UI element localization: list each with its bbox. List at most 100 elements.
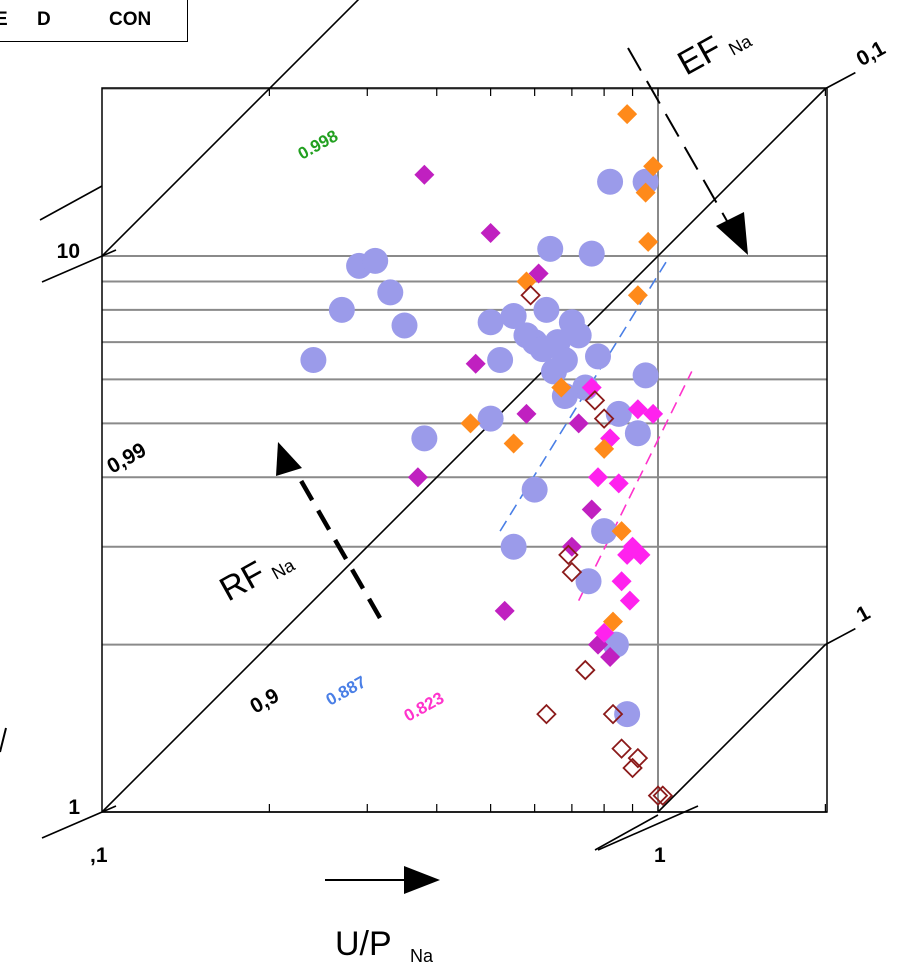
x-axis-title: U/P (335, 925, 392, 963)
rf-annotation: RF (213, 554, 271, 609)
circle-point (521, 476, 548, 503)
y-tick-label: 10 (57, 240, 80, 263)
circle-point (300, 347, 327, 374)
diamond-point (638, 231, 659, 252)
iso-line-label: 0,9 (246, 684, 283, 718)
circle-point (585, 343, 612, 370)
iso-line-stub (824, 71, 856, 90)
ef-arrow-shaft (627, 47, 736, 236)
diamond-point (407, 467, 428, 488)
annotation-arrows (0, 47, 748, 894)
gridlines (102, 87, 827, 813)
diamond-point (551, 377, 572, 398)
diamond-point (494, 600, 515, 621)
iso-line-stub (594, 814, 659, 851)
iso-line (101, 88, 826, 813)
ef-arrow-head (716, 212, 748, 255)
circle-point (328, 296, 355, 323)
circle-point (624, 420, 651, 447)
plot-frame (41, 87, 828, 851)
ef-annotation-sub: Na (725, 30, 756, 59)
open-diamond-point (536, 703, 557, 725)
open-diamond-point (602, 703, 624, 725)
circle-point (391, 312, 418, 339)
iso-line-label: 0,99 (103, 438, 150, 478)
open-diamond-point (611, 738, 632, 759)
open-diamond-point (647, 785, 669, 806)
circle-point (551, 347, 578, 374)
x-direction-arrow-head (404, 866, 440, 894)
diamond-point (611, 521, 632, 542)
circle-point (565, 322, 592, 349)
open-diamond-point (575, 659, 596, 681)
circle-point (487, 347, 514, 374)
diamond-point (528, 263, 549, 284)
rf-annotation-sub: Na (268, 554, 299, 583)
circle-point (537, 235, 564, 262)
legend-item-d: D (37, 9, 51, 30)
iso-lines (39, 0, 856, 851)
diamond-point (465, 353, 486, 374)
x-major-tick (597, 805, 699, 851)
iso-line-stub (39, 185, 103, 221)
x-tick-label: 1 (654, 844, 666, 867)
iso-line (101, 0, 360, 257)
diamond-point (627, 399, 648, 420)
diamond-point (594, 622, 615, 643)
open-diamond-point (561, 561, 583, 583)
circle-point (477, 405, 504, 432)
open-diamond-point (593, 408, 615, 429)
legend-item-con: CON (109, 9, 152, 30)
diamond-point (480, 222, 501, 243)
circle-point (362, 247, 389, 274)
diamond-point (581, 499, 602, 520)
diamond-point (516, 403, 537, 424)
diamond-point (561, 536, 582, 557)
iso-line-stub (824, 627, 856, 646)
circle-point (575, 568, 602, 595)
circle-point (500, 302, 527, 329)
circle-point (477, 309, 504, 336)
diamond-point (603, 611, 624, 632)
chart-labels: 110100,110,0010,010,110,990,90.9980.8870… (57, 29, 890, 966)
circle-point (632, 362, 659, 389)
iso-line (657, 644, 826, 813)
legend-item-e: E (0, 9, 8, 30)
circle-point (533, 296, 560, 323)
diamond-point (460, 413, 481, 434)
fit-r2-label: 0.998 (295, 126, 341, 163)
circle-point (377, 279, 404, 306)
diamond-point (594, 438, 615, 459)
diamond-point (643, 403, 664, 424)
circle-point (411, 425, 438, 452)
fit-line (577, 371, 693, 601)
x-tick-label: ,1 (90, 844, 108, 867)
diamond-point (617, 104, 638, 125)
diamond-point (611, 571, 632, 592)
data-points (300, 104, 674, 806)
iso-line-label: 1 (853, 601, 875, 627)
open-diamond-point (520, 284, 541, 306)
diamond-point (619, 590, 640, 611)
plot-border (101, 87, 828, 813)
rf-arrow-shaft (294, 470, 382, 620)
fit-r2-label: 0.823 (401, 688, 447, 725)
y-tick-label: 1 (68, 796, 80, 819)
diamond-point (630, 544, 651, 565)
circle-point (614, 701, 641, 728)
circle-point (578, 240, 605, 267)
open-diamond-point (627, 747, 649, 769)
diamond-point (608, 473, 629, 494)
diamond-point (503, 433, 524, 454)
fit-r2-label: 0.887 (323, 672, 369, 709)
diamond-point (414, 164, 435, 185)
diamond-point (568, 413, 589, 434)
diamond-point (643, 156, 664, 177)
circle-point (500, 533, 527, 560)
ef-annotation: EF (671, 29, 727, 83)
rf-arrow-head (276, 442, 302, 476)
x-axis-title-sub: Na (410, 946, 434, 966)
legend: E D CON (0, 0, 188, 42)
diamond-point (627, 285, 648, 306)
